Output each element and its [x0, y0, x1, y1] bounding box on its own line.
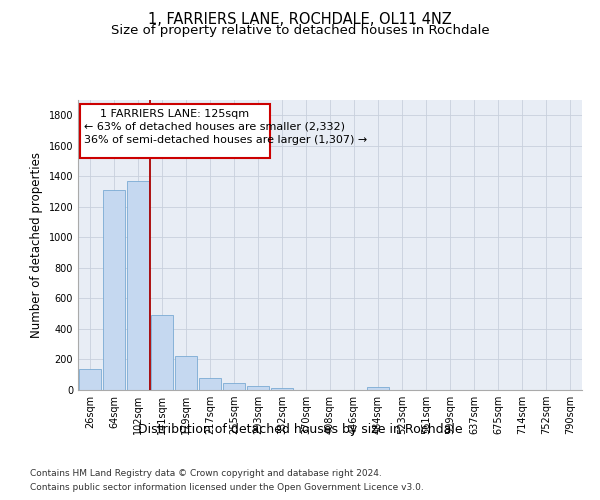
Bar [127, 181, 149, 390]
Text: Distribution of detached houses by size in Rochdale: Distribution of detached houses by size … [137, 422, 463, 436]
Bar [199, 378, 221, 390]
FancyBboxPatch shape [80, 104, 270, 158]
Bar [271, 388, 293, 390]
Text: 36% of semi-detached houses are larger (1,307) →: 36% of semi-detached houses are larger (… [83, 135, 367, 145]
Bar [223, 382, 245, 390]
Text: 1 FARRIERS LANE: 125sqm: 1 FARRIERS LANE: 125sqm [100, 109, 250, 119]
Text: Contains public sector information licensed under the Open Government Licence v3: Contains public sector information licen… [30, 484, 424, 492]
Bar [103, 190, 125, 390]
Bar [79, 369, 101, 390]
Y-axis label: Number of detached properties: Number of detached properties [30, 152, 43, 338]
Bar [247, 386, 269, 390]
Text: Contains HM Land Registry data © Crown copyright and database right 2024.: Contains HM Land Registry data © Crown c… [30, 468, 382, 477]
Bar [367, 388, 389, 390]
Text: 1, FARRIERS LANE, ROCHDALE, OL11 4NZ: 1, FARRIERS LANE, ROCHDALE, OL11 4NZ [148, 12, 452, 28]
Bar [151, 315, 173, 390]
Text: ← 63% of detached houses are smaller (2,332): ← 63% of detached houses are smaller (2,… [83, 122, 344, 132]
Text: Size of property relative to detached houses in Rochdale: Size of property relative to detached ho… [110, 24, 490, 37]
Bar [175, 356, 197, 390]
